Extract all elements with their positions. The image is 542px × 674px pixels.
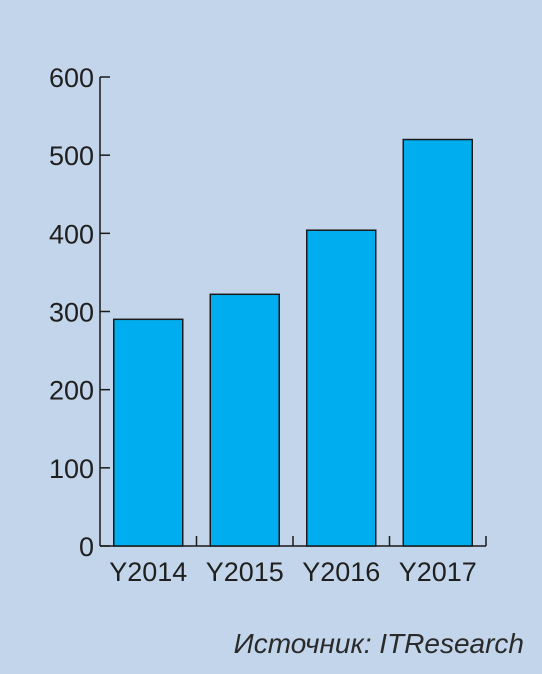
x-tick-label: Y2016 xyxy=(302,557,380,587)
bar-y2017 xyxy=(402,138,473,547)
x-tick-label: Y2015 xyxy=(206,557,284,587)
bar-y2014 xyxy=(113,318,184,547)
y-tick-label: 0 xyxy=(79,532,94,562)
bar-y2016 xyxy=(306,229,377,547)
x-tick-label: Y2014 xyxy=(109,557,187,587)
x-axis: Y2014 Y2015 Y2016 Y2017 xyxy=(100,536,487,587)
y-tick-label: 500 xyxy=(49,141,94,171)
bars-group xyxy=(113,138,473,547)
source-caption: Источник: ITResearch xyxy=(233,628,524,659)
x-tick-label: Y2017 xyxy=(399,557,477,587)
y-tick-label: 300 xyxy=(49,298,94,328)
bar-y2015 xyxy=(209,293,280,547)
y-tick-label: 400 xyxy=(49,219,94,249)
y-tick-label: 200 xyxy=(49,376,94,406)
y-axis: 0 100 200 300 400 500 600 xyxy=(49,63,110,562)
y-tick-label: 100 xyxy=(49,454,94,484)
y-tick-label: 600 xyxy=(49,63,94,93)
